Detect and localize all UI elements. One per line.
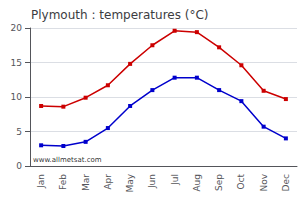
svg-text:Apr: Apr [103,174,113,190]
svg-text:Nov: Nov [259,173,269,191]
svg-text:May: May [125,173,135,192]
svg-text:20: 20 [11,23,23,33]
svg-text:Sep: Sep [214,174,224,191]
svg-text:Mar: Mar [81,174,91,191]
svg-text:Jan: Jan [36,174,46,189]
svg-text:15: 15 [11,58,22,68]
svg-text:Oct: Oct [236,174,246,190]
svg-text:10: 10 [11,92,23,102]
svg-text:Aug: Aug [192,174,202,192]
svg-text:Jul: Jul [170,174,180,186]
svg-text:Jun: Jun [147,174,157,189]
svg-text:5: 5 [16,127,22,137]
svg-text:www.allmetsat.com: www.allmetsat.com [33,156,102,164]
svg-text:0: 0 [16,161,22,171]
svg-text:Dec: Dec [281,174,291,191]
svg-text:Feb: Feb [58,174,68,190]
svg-text:Plymouth : temperatures (°C): Plymouth : temperatures (°C) [31,8,209,22]
